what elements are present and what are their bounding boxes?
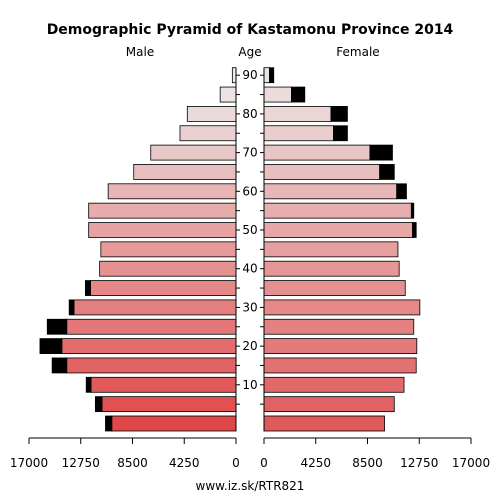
female-label: Female: [336, 45, 379, 59]
age-tick-label-10: 10: [242, 378, 257, 392]
male-bar-70-74: [150, 144, 237, 161]
male-x-tick-label-12750: 12750: [62, 456, 100, 470]
female-excess-70-74: [369, 144, 393, 161]
male-bar-0-4: [111, 415, 237, 432]
female-x-tick-label-4250: 4250: [300, 456, 331, 470]
female-bar-75-79: [263, 125, 334, 142]
male-bar-30-34: [73, 299, 237, 316]
male-bar-55-59: [88, 202, 237, 219]
male-bar-40-44: [99, 260, 237, 277]
female-bar-30-34: [263, 299, 421, 316]
male-bar-50-54: [88, 222, 237, 238]
age-tick-label-50: 50: [242, 223, 257, 237]
female-bar-50-54: [263, 222, 413, 238]
female-bar-70-74: [263, 144, 371, 161]
male-bar-20-24: [61, 338, 237, 355]
male-bar-80-84: [186, 106, 237, 122]
age-tick-label-20: 20: [242, 339, 257, 353]
female-bar-40-44: [263, 260, 400, 277]
male-excess-20-24: [39, 338, 63, 355]
female-x-tick-label-17000: 17000: [452, 456, 490, 470]
female-x-tick-label-0: 0: [260, 456, 268, 470]
male-excess-0-4: [105, 415, 113, 432]
male-x-tick-label-8500: 8500: [117, 456, 148, 470]
female-bar-20-24: [263, 338, 418, 355]
male-bar-75-79: [179, 125, 237, 142]
female-bar-5-9: [263, 396, 395, 413]
footer-url: www.iz.sk/RTR821: [196, 479, 305, 493]
bars-layer: [39, 67, 421, 432]
female-bar-0-4: [263, 415, 385, 432]
female-bar-25-29: [263, 318, 415, 335]
male-bar-25-29: [66, 318, 237, 335]
male-bar-5-9: [101, 396, 237, 413]
male-bar-45-49: [100, 241, 237, 258]
axes-layer: 0 0 4250 4250 8500 8500 12750 12750 17000 17000 10…: [10, 67, 490, 470]
age-tick-label-40: 40: [242, 262, 257, 276]
female-bar-15-19: [263, 357, 417, 374]
male-bar-10-14: [90, 376, 237, 393]
female-bar-35-39: [263, 280, 406, 296]
female-excess-60-64: [396, 183, 407, 200]
male-bar-60-64: [107, 183, 237, 200]
age-label: Age: [238, 45, 261, 59]
female-bar-60-64: [263, 183, 398, 200]
male-bar-85-89: [219, 86, 237, 103]
male-bar-65-69: [133, 164, 237, 180]
male-bar-35-39: [90, 280, 237, 296]
age-tick-label-90: 90: [242, 68, 257, 82]
male-excess-10-14: [85, 376, 92, 393]
chart-title: Demographic Pyramid of Kastamonu Provinc…: [47, 22, 454, 38]
male-excess-15-19: [51, 357, 68, 374]
male-bar-15-19: [66, 357, 237, 374]
male-x-tick-label-4250: 4250: [169, 456, 200, 470]
female-excess-75-79: [333, 125, 348, 142]
age-tick-label-80: 80: [242, 107, 257, 121]
female-x-tick-label-12750: 12750: [400, 456, 438, 470]
female-bar-55-59: [263, 202, 412, 219]
male-excess-30-34: [68, 299, 75, 316]
female-excess-50-54: [412, 222, 417, 238]
female-bar-80-84: [263, 106, 332, 122]
female-bar-10-14: [263, 376, 405, 393]
female-excess-65-69: [379, 164, 395, 180]
female-bar-45-49: [263, 241, 399, 258]
female-bar-90+: [263, 67, 270, 84]
female-x-tick-label-8500: 8500: [352, 456, 383, 470]
male-x-tick-label-0: 0: [232, 456, 240, 470]
male-excess-35-39: [84, 280, 91, 296]
age-tick-label-60: 60: [242, 184, 257, 198]
female-excess-90+: [269, 67, 275, 84]
male-x-tick-label-17000: 17000: [10, 456, 48, 470]
female-excess-85-89: [290, 86, 306, 103]
male-excess-25-29: [46, 318, 68, 335]
female-bar-65-69: [263, 164, 381, 180]
female-excess-80-84: [330, 106, 348, 122]
female-excess-55-59: [410, 202, 415, 219]
age-tick-label-70: 70: [242, 146, 257, 160]
age-tick-label-30: 30: [242, 300, 257, 314]
female-bar-85-89: [263, 86, 292, 103]
male-label: Male: [126, 45, 154, 59]
male-excess-5-9: [94, 396, 103, 413]
male-bar-90+: [231, 67, 237, 84]
